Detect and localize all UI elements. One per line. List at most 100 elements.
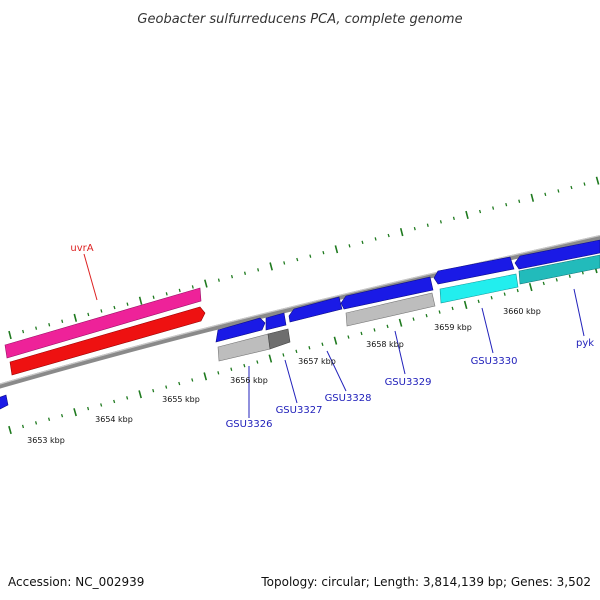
- top-track-tick: [309, 254, 312, 258]
- kbp-label-3657: 3657 kbp: [298, 357, 336, 366]
- gene-left-edge[interactable]: [0, 394, 9, 410]
- kbp-label-3655: 3655 kbp: [162, 395, 200, 404]
- top-track-tick: [35, 326, 38, 330]
- top-track-tick: [113, 305, 116, 310]
- gene-label-gsu3329[interactable]: GSU3329: [385, 377, 432, 388]
- bottom-track-tick: [555, 278, 558, 282]
- gene-darkgray[interactable]: [267, 328, 291, 350]
- gene-gray-2[interactable]: [345, 292, 436, 327]
- bottom-track-tick: [47, 417, 51, 421]
- top-track-tick: [518, 199, 521, 203]
- top-track-tick: [126, 302, 129, 306]
- top-track-tick: [544, 192, 547, 197]
- top-track-tick: [413, 226, 416, 231]
- top-track-tick: [374, 237, 377, 241]
- top-track-tick: [178, 288, 181, 293]
- top-track-tick: [387, 233, 390, 238]
- top-track-tick: [217, 278, 220, 282]
- top-track-tick: [583, 182, 586, 186]
- bottom-track-tick: [34, 421, 38, 425]
- bottom-track-tick: [191, 378, 194, 382]
- top-track-tick: [100, 309, 103, 313]
- bottom-track-tick: [126, 396, 129, 400]
- top-track-tick: [73, 313, 78, 322]
- bottom-track-tick: [568, 274, 571, 278]
- top-track-tick: [570, 185, 573, 190]
- gene-label-gsu3328[interactable]: GSU3328: [325, 393, 372, 404]
- bottom-track-tick: [73, 408, 77, 417]
- gene-teal[interactable]: [518, 254, 600, 285]
- gene-label-gsu3326[interactable]: GSU3326: [226, 419, 273, 430]
- kbp-label-3656: 3656 kbp: [230, 376, 268, 385]
- tick-track-bottom: [8, 265, 598, 435]
- top-track-tick: [138, 296, 143, 305]
- gene-label-gsu3330[interactable]: GSU3330: [471, 356, 518, 367]
- genome-backbone-highlight: [0, 234, 600, 385]
- tick-track-top: [8, 176, 600, 340]
- top-track-tick: [557, 189, 560, 193]
- bottom-track-tick: [87, 406, 90, 411]
- top-track-tick: [8, 330, 12, 340]
- gene-blue-6[interactable]: [514, 239, 600, 270]
- gene-blue-4[interactable]: [340, 276, 434, 310]
- top-track-tick: [426, 223, 429, 227]
- bottom-track-tick: [230, 367, 233, 371]
- bottom-track-tick: [8, 425, 12, 435]
- accession-text: Accession: NC_002939: [8, 575, 144, 589]
- bottom-track-tick: [477, 299, 480, 304]
- top-track-tick: [48, 323, 51, 327]
- top-track-tick: [399, 228, 404, 237]
- label-leaders: [83, 253, 585, 418]
- bottom-track-tick: [308, 346, 311, 350]
- genome-backbone: [0, 234, 600, 389]
- bottom-track-tick: [203, 372, 208, 381]
- bottom-track-tick: [542, 281, 545, 286]
- top-track-tick: [334, 245, 339, 254]
- gene-label-gsu3327[interactable]: GSU3327: [276, 405, 323, 416]
- bottom-track-tick: [503, 292, 506, 296]
- genome-summary-text: Topology: circular; Length: 3,814,139 bp…: [260, 575, 591, 589]
- genome-title: Geobacter sulfurreducens PCA, complete g…: [137, 12, 462, 27]
- top-track-tick: [152, 295, 155, 299]
- bottom-track-tick: [138, 390, 142, 399]
- bottom-track-tick: [21, 424, 25, 429]
- gene-label-uvra[interactable]: uvrA: [70, 243, 93, 254]
- kbp-label-3660: 3660 kbp: [503, 307, 541, 316]
- kbp-label-3658: 3658 kbp: [366, 340, 404, 349]
- gene-blue-5[interactable]: [433, 256, 515, 285]
- gene-label-pyk[interactable]: pyk: [576, 338, 594, 349]
- top-track-tick: [439, 220, 442, 224]
- bottom-track-tick: [438, 310, 441, 314]
- top-track-tick: [269, 262, 273, 271]
- bottom-track-tick: [321, 342, 324, 346]
- top-track-tick: [230, 274, 234, 279]
- top-track-tick: [465, 210, 469, 220]
- bottom-track-tick: [282, 353, 285, 357]
- gene-cyan[interactable]: [439, 273, 519, 304]
- top-track-tick: [322, 250, 325, 255]
- bottom-track-tick: [528, 282, 533, 292]
- gene-uvra-upper[interactable]: [4, 287, 202, 359]
- bottom-track-tick: [463, 300, 468, 310]
- top-track-tick: [204, 279, 208, 288]
- genome-map: 3653 kbp 3654 kbp 3655 kbp 3656 kbp 3657…: [0, 176, 600, 445]
- top-track-tick: [191, 285, 194, 289]
- bottom-track-tick: [100, 403, 103, 407]
- top-track-tick: [348, 244, 351, 248]
- top-track-tick: [61, 319, 64, 323]
- bottom-track-tick: [60, 414, 64, 418]
- top-track-tick: [87, 312, 90, 317]
- top-track-tick: [361, 240, 364, 245]
- kbp-label-3654: 3654 kbp: [95, 415, 133, 424]
- bottom-track-tick: [490, 296, 493, 300]
- gene-blue-1[interactable]: [215, 317, 266, 343]
- top-track-tick: [492, 206, 495, 210]
- gene-uvra-lower[interactable]: [9, 306, 206, 376]
- gene-blue-2[interactable]: [265, 312, 287, 331]
- top-track-tick: [452, 216, 455, 221]
- bottom-track-tick: [360, 331, 363, 336]
- bottom-track-tick: [217, 371, 220, 375]
- gene-blue-3[interactable]: [288, 296, 343, 323]
- position-labels: 3653 kbp 3654 kbp 3655 kbp 3656 kbp 3657…: [27, 307, 541, 445]
